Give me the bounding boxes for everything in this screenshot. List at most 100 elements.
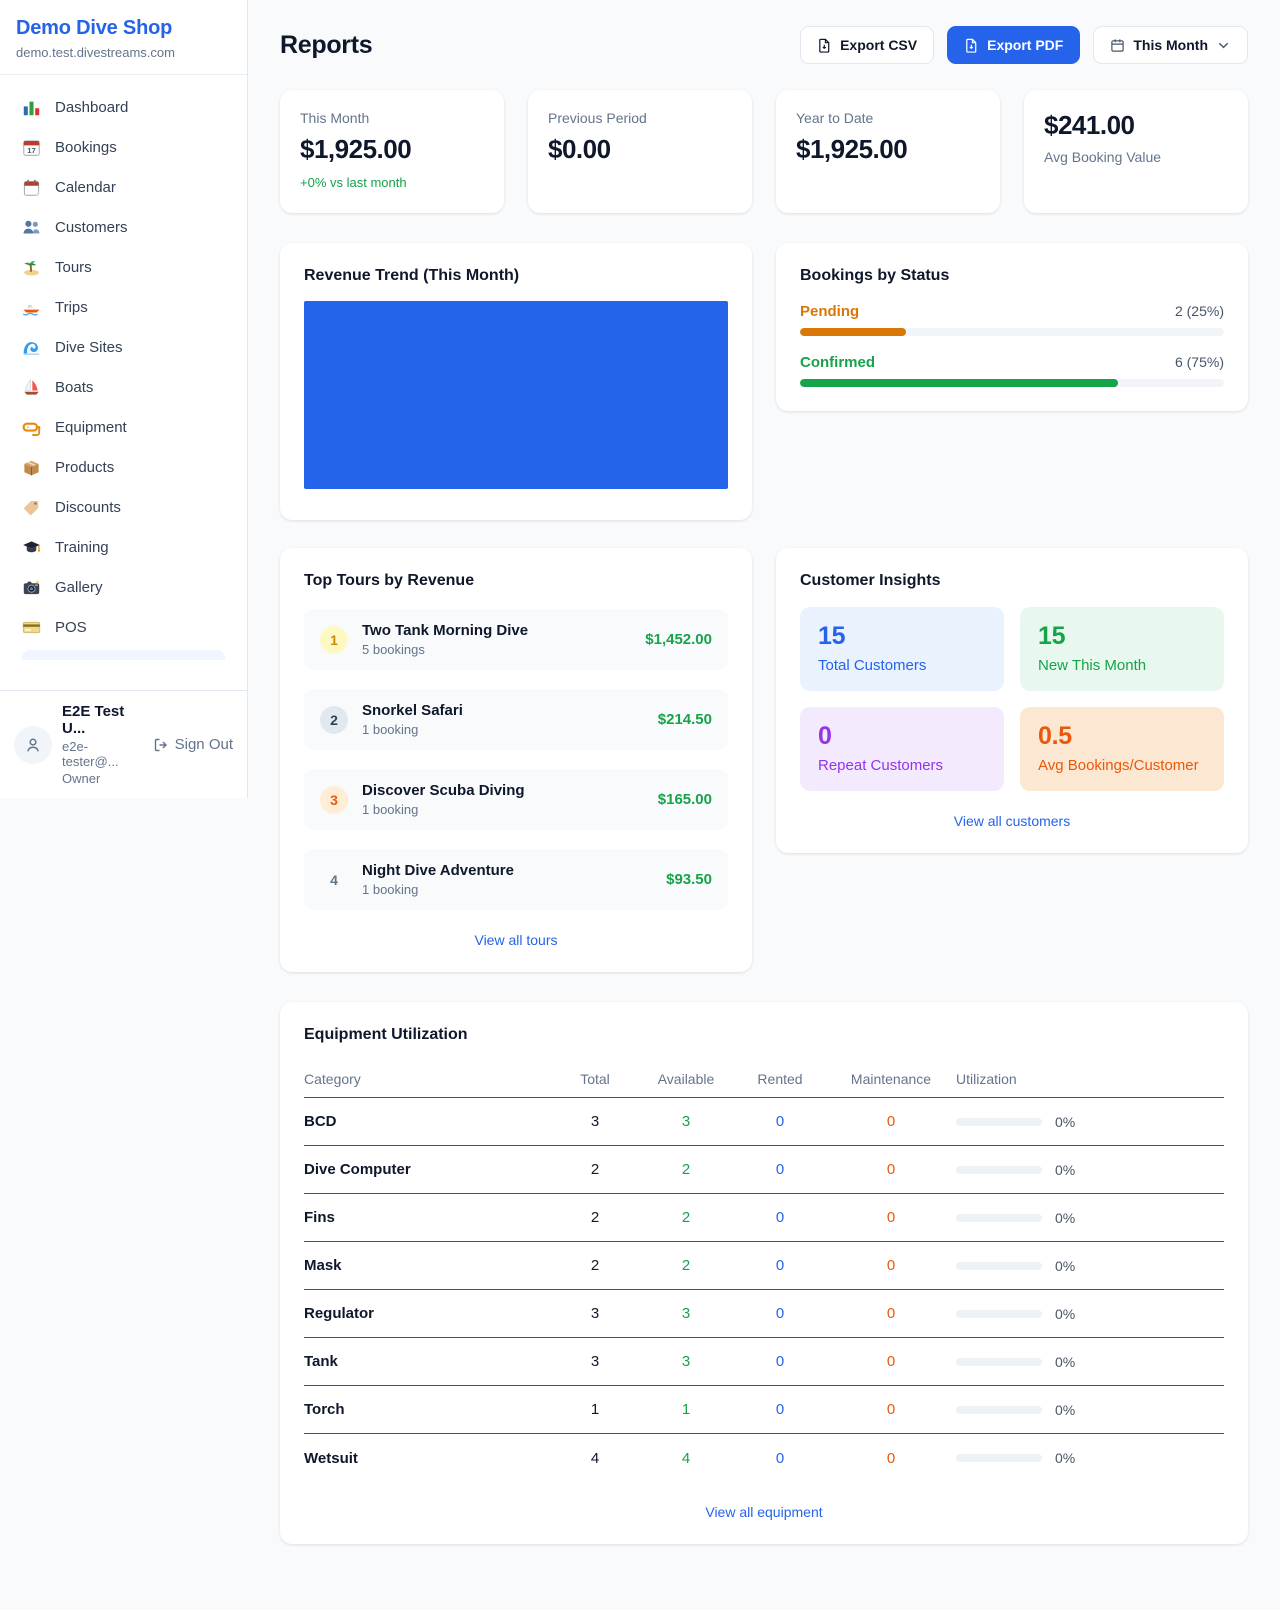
equipment-rented: 0: [775, 1449, 785, 1467]
stats-row: This Month $1,925.00 +0% vs last month P…: [280, 90, 1248, 213]
utilization-percent: 0%: [1055, 1450, 1076, 1466]
sidebar-item-gallery[interactable]: Gallery: [12, 570, 235, 605]
equipment-maintenance: 0: [886, 1113, 896, 1130]
users-icon: [22, 218, 41, 237]
equipment-utilization-card: Equipment Utilization Category Total Ava…: [280, 1002, 1248, 1544]
bar-chart-icon: [22, 98, 41, 117]
sidebar-item-boats[interactable]: Boats: [12, 370, 235, 405]
sidebar-item-dashboard[interactable]: Dashboard: [12, 90, 235, 125]
equipment-total: 2: [590, 1209, 600, 1226]
tour-bookings: 1 booking: [362, 882, 419, 897]
sidebar-item-discounts[interactable]: Discounts: [12, 490, 235, 525]
sidebar-item-bookings[interactable]: 17 Bookings: [12, 130, 235, 165]
sidebar-item-pos[interactable]: POS: [12, 610, 235, 645]
table-row: Dive Computer 2 2 0 0 0%: [304, 1146, 1224, 1194]
insight-tile-new-this-month: 15 New This Month: [1020, 607, 1224, 691]
equipment-rented: 0: [775, 1209, 785, 1226]
calendar-icon: [1111, 38, 1125, 52]
sidebar: Demo Dive Shop demo.test.divestreams.com…: [0, 0, 248, 798]
customer-insights-title: Customer Insights: [800, 572, 941, 589]
sidebar-item-reports-active-partial[interactable]: [22, 650, 225, 660]
brand-domain: demo.test.divestreams.com: [16, 45, 175, 60]
sidebar-item-trips[interactable]: Trips: [12, 290, 235, 325]
revenue-trend-card: Revenue Trend (This Month): [280, 243, 752, 520]
equipment-total: 3: [590, 1353, 600, 1370]
tour-name: Snorkel Safari: [362, 702, 463, 719]
equipment-utilization-cell: 0%: [956, 1354, 1224, 1370]
view-all-equipment-link[interactable]: View all equipment: [705, 1504, 823, 1520]
insight-value: 15: [1038, 622, 1066, 650]
view-all-customers-link[interactable]: View all customers: [953, 813, 1071, 829]
graduation-cap-icon: [22, 538, 41, 557]
rank-badge: 2: [320, 705, 348, 734]
utilization-bar-track: [956, 1117, 1042, 1126]
sidebar-item-tours[interactable]: Tours: [12, 250, 235, 285]
chevron-down-icon: [1219, 42, 1228, 48]
utilization-percent: 0%: [1055, 1161, 1076, 1178]
utilization-percent: 0%: [1055, 1257, 1076, 1274]
rank-badge: 4: [330, 871, 338, 888]
sidebar-item-dive-sites[interactable]: Dive Sites: [12, 330, 235, 365]
tour-bookings: 1 booking: [362, 802, 419, 817]
wave-icon: [22, 338, 41, 357]
tour-name: Two Tank Morning Dive: [362, 622, 529, 639]
equipment-table-header: Category Total Available Rented Maintena…: [304, 1060, 1224, 1098]
charts-row: Revenue Trend (This Month) Bookings by S…: [280, 243, 1248, 520]
view-all-tours-link[interactable]: View all tours: [474, 932, 558, 948]
insight-value: 15: [818, 622, 846, 650]
equipment-available: 4: [681, 1449, 691, 1467]
export-csv-button[interactable]: Export CSV: [800, 26, 935, 64]
sidebar-item-label: Products: [55, 459, 115, 476]
equipment-total: 4: [590, 1449, 600, 1467]
page-header: Reports Export CSV Export PDF This Month: [280, 26, 1248, 64]
export-pdf-label: Export PDF: [987, 37, 1064, 53]
equipment-category: Tank: [304, 1353, 338, 1370]
user-role: Owner: [62, 771, 101, 786]
sidebar-item-training[interactable]: Training: [12, 530, 235, 565]
speedboat-icon: [22, 298, 41, 317]
stat-value: $0.00: [548, 134, 611, 164]
status-bar-track: [800, 328, 1224, 336]
top-tours-title: Top Tours by Revenue: [304, 572, 475, 589]
sidebar-item-label: Gallery: [55, 579, 103, 596]
insight-value: 0: [818, 722, 832, 750]
stat-card-year-to-date: Year to Date $1,925.00: [776, 90, 1000, 213]
tour-row: 4 Night Dive Adventure 1 booking $93.50: [304, 849, 728, 910]
sidebar-item-customers[interactable]: Customers: [12, 210, 235, 245]
equipment-category: Dive Computer: [304, 1161, 411, 1178]
tour-name: Night Dive Adventure: [362, 862, 514, 879]
rank-badge: 3: [320, 785, 348, 814]
tear-off-calendar-icon: [22, 178, 41, 197]
bookings-by-status-title: Bookings by Status: [800, 267, 950, 284]
sign-out-button[interactable]: Sign Out: [153, 736, 233, 753]
period-dropdown[interactable]: This Month: [1093, 26, 1248, 64]
sidebar-item-calendar[interactable]: Calendar: [12, 170, 235, 205]
sidebar-item-label: Dashboard: [55, 99, 129, 116]
table-row: Fins 2 2 0 0 0%: [304, 1194, 1224, 1242]
stat-value: $1,925.00: [300, 134, 412, 164]
avatar: [14, 725, 52, 764]
equipment-utilization-cell: 0%: [956, 1114, 1224, 1130]
sidebar-item-label: Tours: [55, 259, 92, 276]
equipment-maintenance: 0: [886, 1257, 896, 1274]
equipment-rented: 0: [775, 1353, 785, 1370]
export-pdf-button[interactable]: Export PDF: [947, 26, 1081, 64]
insight-tile-repeat-customers: 0 Repeat Customers: [800, 707, 1004, 791]
equipment-maintenance: 0: [886, 1401, 896, 1418]
equipment-category: Torch: [304, 1401, 345, 1418]
stat-value: $241.00: [1044, 110, 1135, 140]
stat-label: Avg Booking Value: [1044, 149, 1162, 165]
table-row: Tank 3 3 0 0 0%: [304, 1338, 1224, 1386]
col-header-maintenance: Maintenance: [850, 1070, 932, 1087]
sign-out-label: Sign Out: [174, 736, 233, 753]
equipment-total: 2: [590, 1161, 600, 1178]
revenue-trend-title: Revenue Trend (This Month): [304, 267, 520, 284]
equipment-maintenance: 0: [886, 1353, 896, 1370]
equipment-utilization-cell: 0%: [956, 1210, 1224, 1226]
sidebar-item-products[interactable]: Products: [12, 450, 235, 485]
insights-row: Top Tours by Revenue 1 Two Tank Morning …: [280, 548, 1248, 972]
equipment-available: 3: [681, 1353, 691, 1370]
insight-value: 0.5: [1038, 722, 1072, 750]
sidebar-item-equipment[interactable]: Equipment: [12, 410, 235, 445]
insight-label: Total Customers: [818, 657, 927, 674]
